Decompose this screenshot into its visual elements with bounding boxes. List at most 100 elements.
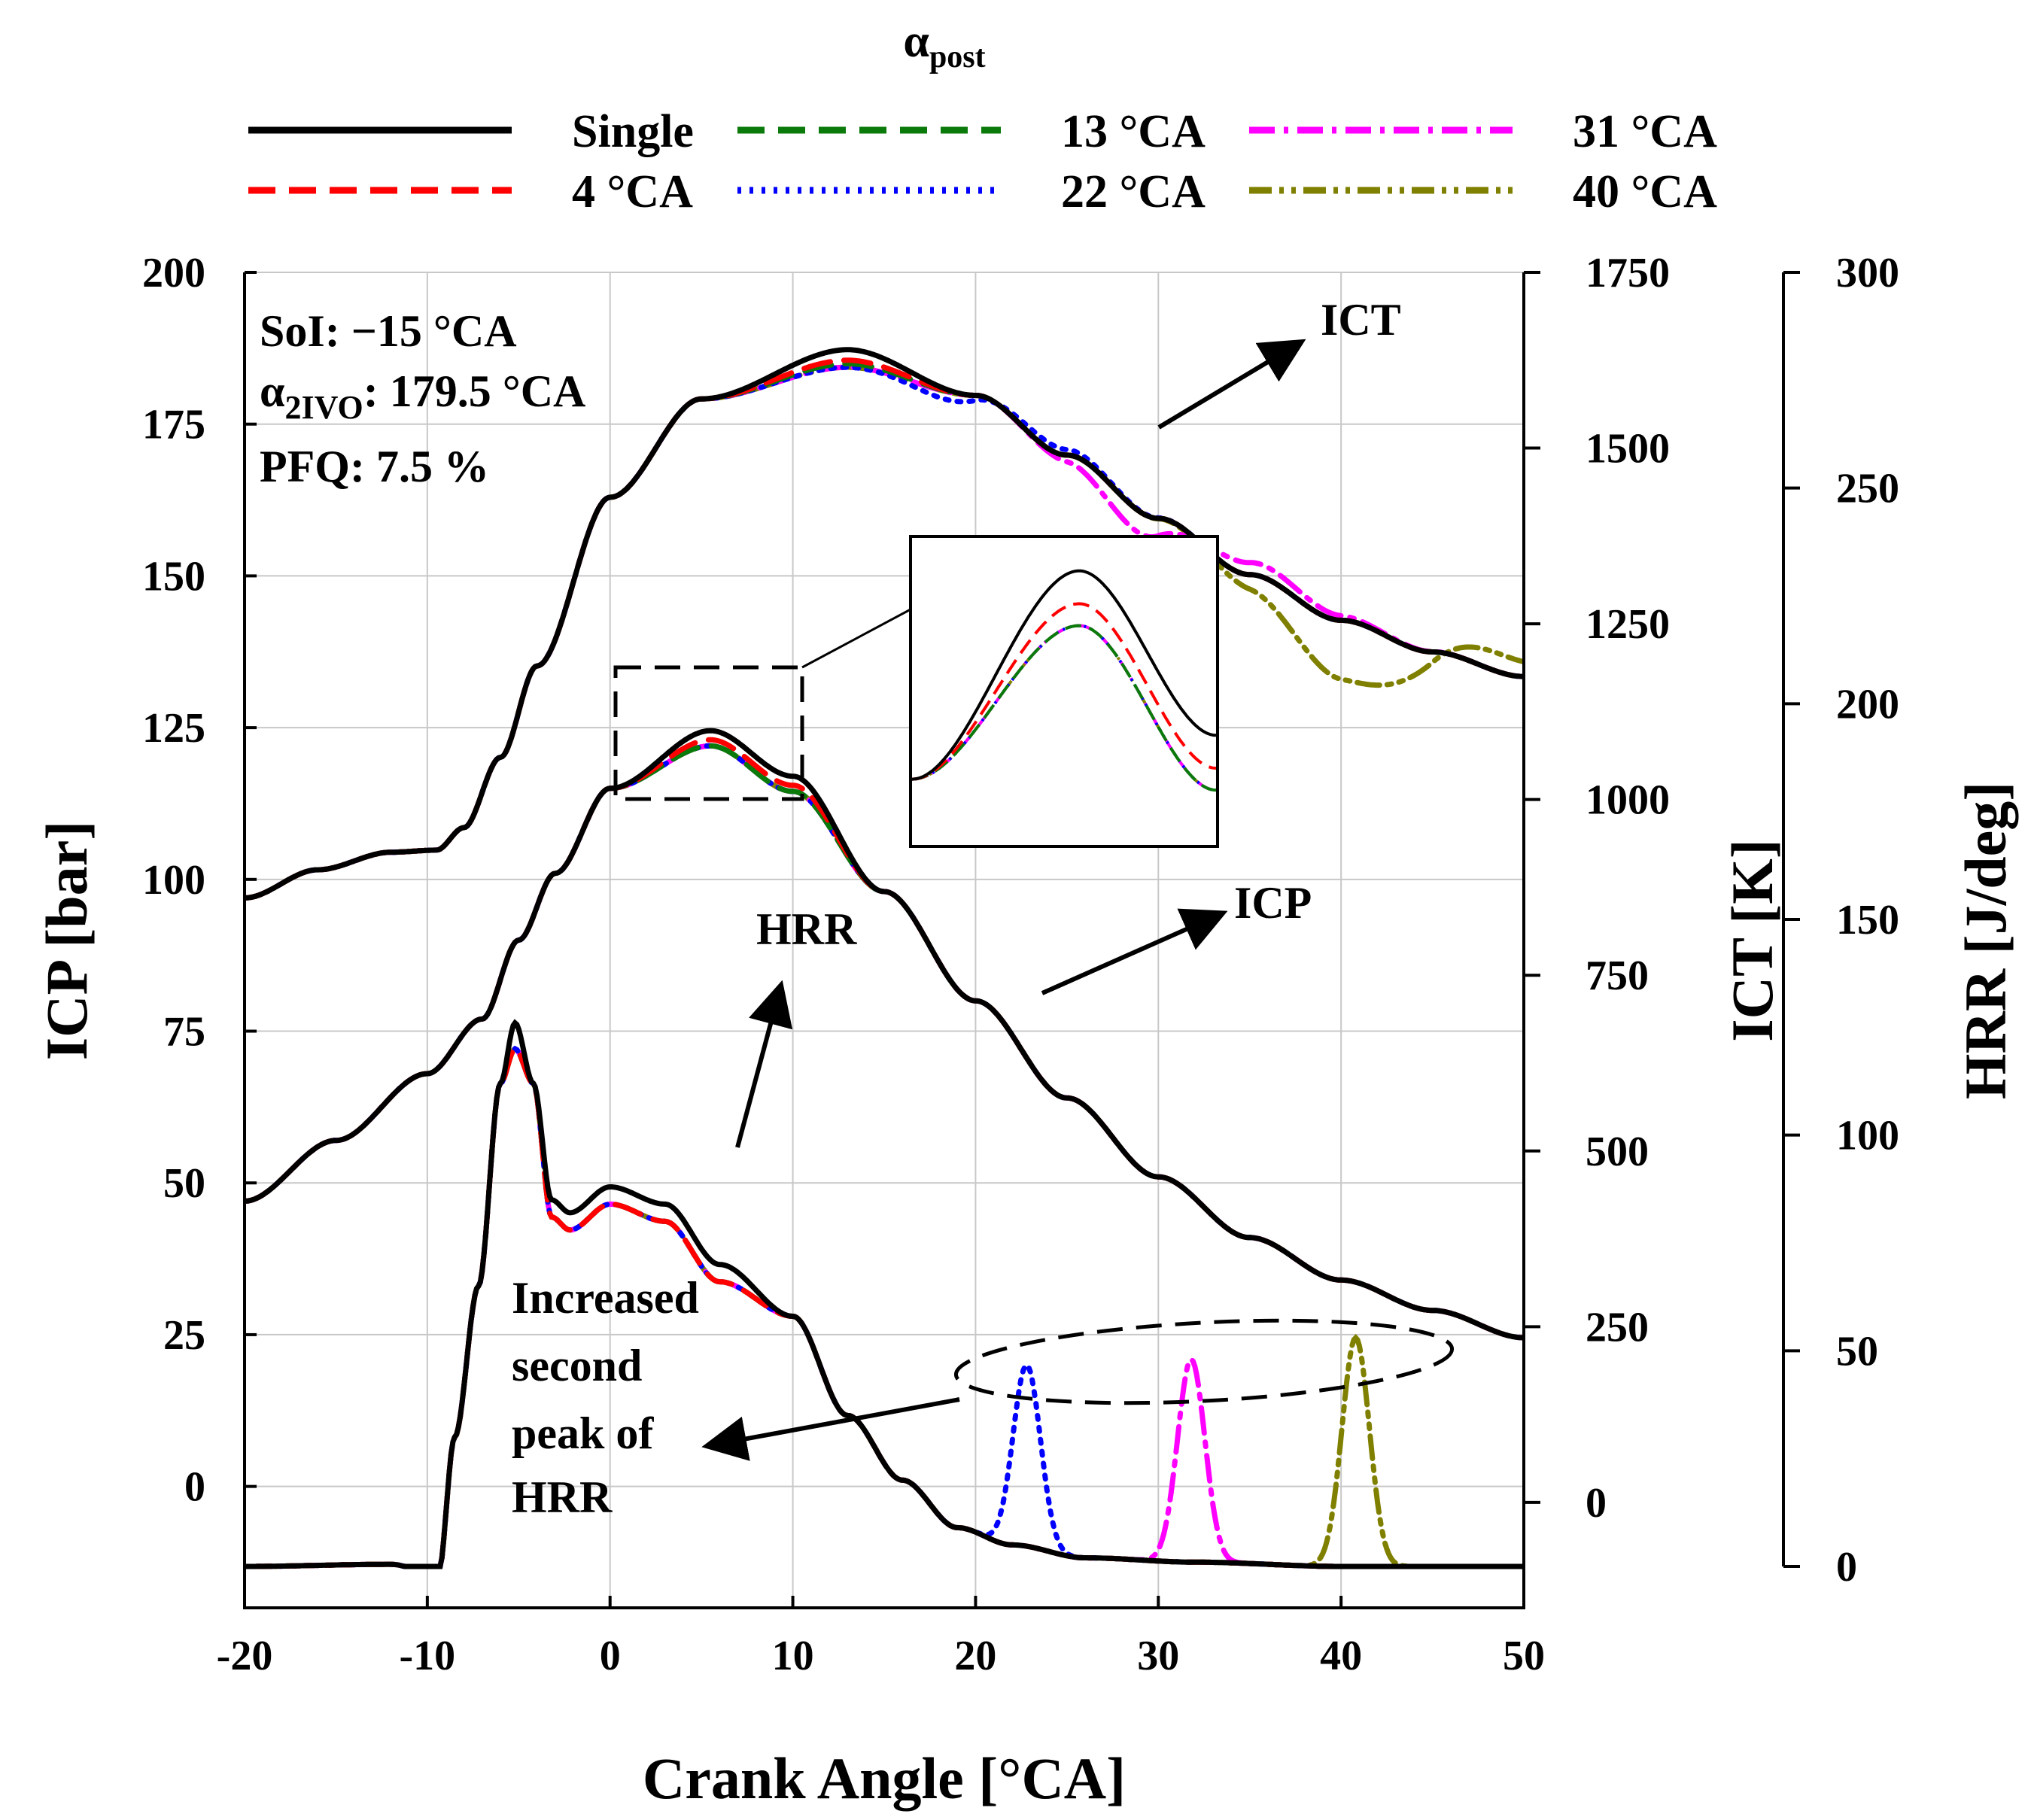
icp-line-13-ca (245, 743, 1524, 1341)
y-axis-title-left: ICP [bar] (34, 821, 99, 1060)
icp-arrow (1041, 908, 1228, 995)
alpha-2ivo-label: α2IVO: 179.5 °CA (260, 366, 585, 426)
series-4-ca (245, 357, 1524, 1569)
y-tick-label-ict: 0 (1586, 1480, 1607, 1527)
hrr-line-40-ca (245, 1045, 1524, 1569)
y-tick-label-hrr: 250 (1836, 466, 1899, 512)
inset-line-4-ca (911, 602, 1217, 781)
legend-label: 31 °CA (1573, 106, 1717, 157)
legend-item-22-ca: 22 °CA (737, 166, 1206, 217)
inset-curves (911, 569, 1217, 792)
hrr-line-31-ca (245, 1045, 1524, 1569)
x-tick-label: -20 (217, 1633, 273, 1679)
legend-items: Single 4 °CA 13 °CA 22 °CA 31 °CA 40 °CA (248, 106, 1717, 217)
x-tick-label: 50 (1503, 1633, 1545, 1679)
series-single (245, 347, 1524, 1569)
y-tick-label-hrr: 200 (1836, 681, 1899, 728)
legend-item-31-ca: 31 °CA (1249, 106, 1717, 157)
inset-line-22-ca (911, 624, 1216, 792)
curve-annotations: ICT ICP HRR Increased second peak of HRR (512, 295, 1455, 1522)
y-tick-label-hrr: 150 (1836, 897, 1899, 943)
inset-frame (909, 535, 1219, 848)
y-axis-title-ict: ICT [K] (1719, 839, 1785, 1041)
y-tick-label-left: 0 (184, 1464, 205, 1511)
y-tick-label-left: 200 (142, 250, 205, 296)
second-peak-arrow (701, 1397, 960, 1461)
grid (245, 272, 1524, 1608)
icp-line-4-ca (245, 737, 1524, 1341)
y-tick-label-ict: 1000 (1586, 777, 1670, 824)
icp-line-single (245, 728, 1524, 1341)
x-tick-label: 20 (954, 1633, 996, 1679)
y-axis-title-hrr: HRR [J/deg] (1953, 782, 2018, 1099)
y-tick-label-left: 75 (163, 1009, 205, 1056)
y-tick-label-left: 100 (142, 857, 205, 904)
hrr-arrow (735, 980, 793, 1148)
inset-line-single (911, 569, 1217, 781)
x-tick-label: 40 (1320, 1633, 1362, 1679)
ticks: -20 -10 0 10 20 30 40 5002550751001251501752000… (142, 250, 1899, 1679)
legend-item-single: Single (248, 106, 694, 157)
legend: αpost Single 4 °CA 13 °CA 22 °CA 31 °CA 40 °C… (248, 16, 1717, 217)
legend-item-40-ca: 40 °CA (1249, 166, 1717, 217)
icp-line-22-ca (245, 743, 1524, 1341)
y-tick-label-ict: 500 (1586, 1129, 1649, 1175)
ict-line-4-ca (245, 357, 1524, 901)
icp-label: ICP (1234, 878, 1312, 928)
hrr-line-22-ca (245, 1045, 1524, 1569)
x-tick-label: -10 (400, 1633, 456, 1679)
legend-label: 22 °CA (1061, 166, 1206, 217)
x-tick-label: 10 (772, 1633, 814, 1679)
legend-label: 13 °CA (1061, 106, 1206, 157)
y-tick-label-left: 150 (142, 553, 205, 600)
y-tick-label-hrr: 300 (1836, 250, 1899, 296)
plot-frame (243, 272, 1525, 1609)
y-tick-label-left: 25 (163, 1312, 205, 1359)
y-tick-label-hrr: 100 (1836, 1113, 1899, 1159)
y-tick-label-ict: 750 (1586, 953, 1649, 999)
hrr-label: HRR (756, 904, 857, 954)
ict-label: ICT (1321, 295, 1401, 345)
y-tick-label-hrr: 0 (1836, 1544, 1857, 1591)
y-tick-label-left: 125 (142, 705, 205, 752)
hrr-line-single (245, 1019, 1524, 1569)
legend-label: 4 °CA (572, 166, 693, 217)
y-tick-label-hrr: 50 (1836, 1328, 1878, 1375)
y-tick-label-ict: 1250 (1586, 601, 1670, 648)
hrr-line-13-ca (245, 1045, 1524, 1569)
zoom-connector (801, 608, 911, 669)
icp-line-40-ca (245, 743, 1524, 1341)
x-tick-label: 0 (600, 1633, 621, 1679)
pfq-label: PFQ: 7.5 % (260, 442, 489, 491)
x-axis-title: Crank Angle [°CA] (643, 1746, 1126, 1811)
y-tick-label-ict: 1750 (1586, 250, 1670, 296)
legend-label: 40 °CA (1573, 166, 1717, 217)
series-layer (245, 347, 1524, 1569)
legend-item-13-ca: 13 °CA (737, 106, 1206, 157)
second-peak-label: Increased second peak of HRR (512, 1273, 710, 1522)
y-tick-label-left: 50 (163, 1160, 205, 1207)
hrr-line-4-ca (245, 1045, 1524, 1569)
series-22-ca (245, 364, 1524, 1569)
legend-item-4-ca: 4 °CA (248, 166, 693, 217)
soi-label: SoI: −15 °CA (260, 306, 517, 356)
x-tick-label: 30 (1137, 1633, 1179, 1679)
zoom-box (613, 665, 804, 801)
series-40-ca (245, 364, 1524, 1569)
parameter-annotation: SoI: −15 °CA α2IVO: 179.5 °CA PFQ: 7.5 % (260, 306, 585, 491)
y-tick-label-left: 175 (142, 402, 205, 448)
legend-title: αpost (903, 16, 985, 74)
series-31-ca (245, 364, 1524, 1569)
inset-zoom (909, 535, 1219, 848)
ict-arrow (1157, 339, 1306, 430)
icp-line-31-ca (245, 743, 1524, 1341)
y-tick-label-ict: 250 (1586, 1304, 1649, 1351)
ict-line-single (245, 347, 1524, 901)
series-13-ca (245, 360, 1524, 1569)
legend-label: Single (572, 106, 694, 157)
inset-line-13-ca (911, 624, 1216, 792)
post-peak-ellipse (953, 1318, 1455, 1405)
y-tick-label-ict: 1500 (1586, 426, 1670, 472)
